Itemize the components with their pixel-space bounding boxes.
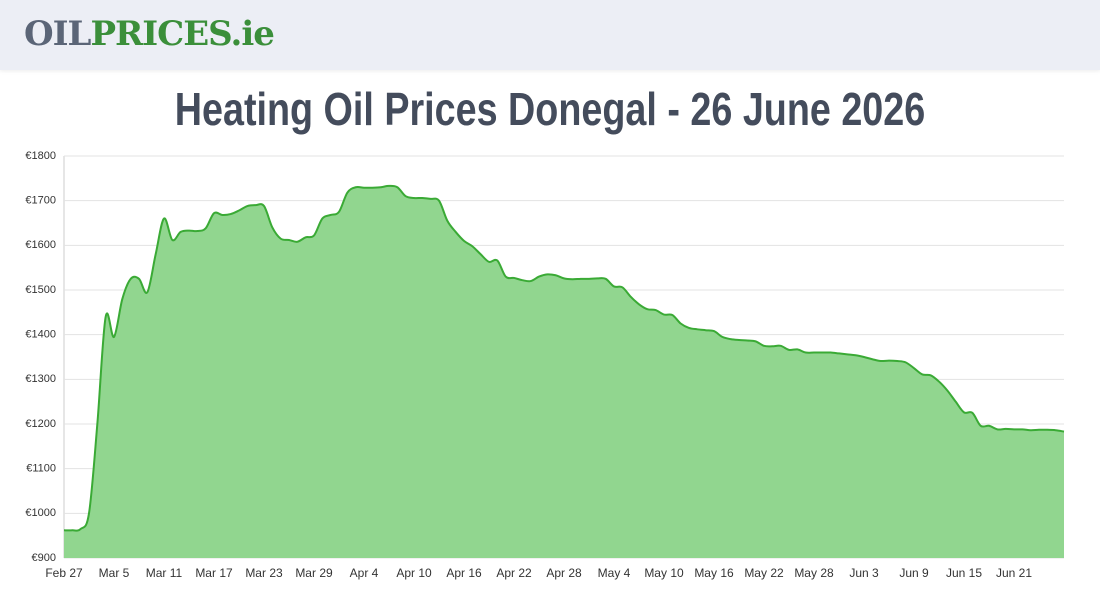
x-tick-label: Mar 11	[146, 566, 183, 580]
y-tick-label: €1800	[25, 150, 56, 162]
logo[interactable]: OILPRICES.ie	[24, 14, 275, 54]
y-tick-label: €1500	[25, 284, 56, 296]
x-tick-label: Apr 16	[446, 566, 482, 580]
header: OILPRICES.ie	[0, 0, 1100, 70]
x-tick-label: May 28	[794, 566, 834, 580]
chart-title: Heating Oil Prices Donegal - 26 June 202…	[174, 83, 926, 135]
x-tick-label: Mar 29	[295, 566, 333, 580]
x-tick-label: Feb 27	[45, 566, 83, 580]
x-tick-label: Mar 17	[195, 566, 233, 580]
x-tick-label: May 16	[694, 566, 734, 580]
y-tick-label: €900	[32, 552, 56, 564]
x-tick-label: Jun 3	[849, 566, 879, 580]
x-tick-label: May 22	[744, 566, 784, 580]
x-tick-label: Mar 23	[245, 566, 283, 580]
y-tick-label: €1300	[25, 373, 56, 385]
logo-part: PRICES.ie	[90, 14, 274, 54]
y-tick-label: €1200	[25, 418, 56, 430]
x-tick-label: Apr 22	[496, 566, 532, 580]
y-tick-label: €1100	[26, 463, 56, 475]
x-tick-label: Apr 4	[350, 566, 379, 580]
y-tick-label: €1000	[25, 507, 56, 519]
x-tick-label: May 10	[644, 566, 684, 580]
y-tick-label: €1700	[25, 195, 56, 207]
y-tick-label: €1600	[25, 239, 56, 251]
line	[63, 184, 1065, 532]
area	[64, 185, 1064, 558]
x-tick-label: Apr 10	[396, 566, 432, 580]
x-tick-label: Jun 9	[899, 566, 929, 580]
x-tick-label: Mar 5	[99, 566, 130, 580]
x-tick-label: Jun 15	[946, 566, 982, 580]
logo-part: OIL	[24, 14, 91, 54]
x-tick-label: May 4	[598, 566, 631, 580]
x-tick-label: Jun 21	[996, 566, 1032, 580]
y-tick-label: €1400	[25, 329, 56, 341]
x-tick-label: Apr 28	[546, 566, 582, 580]
